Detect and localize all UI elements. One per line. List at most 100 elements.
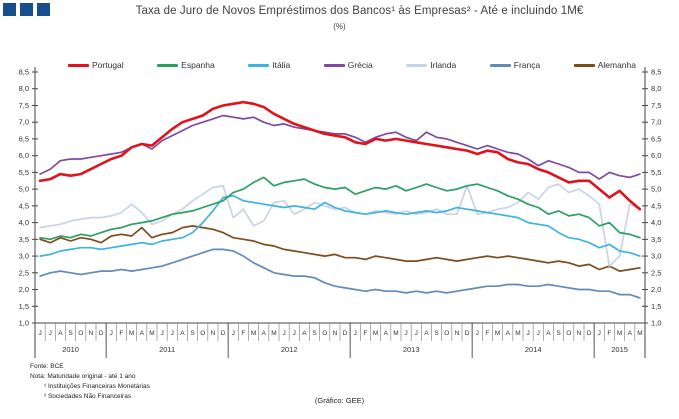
y-tick-label-right: 2,5 [651,268,661,277]
month-tick-label: A [58,330,63,337]
month-tick-label: M [149,330,154,337]
y-tick-label-left: 1,5 [19,302,29,311]
month-tick-label: N [333,330,338,337]
series-line-italia [39,194,641,257]
footnote-note: Nota: Maturidade original - até 1 ano [30,373,136,381]
y-tick-label-left: 7,5 [19,101,29,110]
month-tick-label: O [78,330,83,337]
legend-item-irlanda: Irlanda [406,60,456,70]
legend-label: Itália [272,60,291,70]
month-tick-label: A [180,330,185,337]
legend-item-alemanha: Alemanha [573,60,636,70]
y-tick-label-left: 5,5 [19,168,29,177]
month-tick-label: J [404,330,407,337]
legend-swatch-icon [157,63,179,67]
month-tick-label: F [485,330,489,337]
series-line-alemanha [39,225,641,272]
month-tick-label: J [232,330,235,337]
y-tick-label-left: 3,0 [19,252,29,261]
y-tick-label-right: 1,5 [651,302,661,311]
year-label: 2013 [403,345,420,354]
month-tick-label: J [160,330,163,337]
y-tick-label-right: 8,5 [651,68,661,77]
y-tick-label-right: 6,0 [651,151,661,160]
page-title: Taxa de Juro de Novos Empréstimos dos Ba… [135,5,584,17]
legend-item-franca: França [489,60,541,70]
month-tick-label: A [384,330,389,337]
y-tick-label-left: 6,5 [19,134,29,143]
month-tick-label: D [221,330,226,337]
month-tick-label: M [129,330,134,337]
year-label: 2015 [611,345,628,354]
footnotes: Fonte: BCE Nota: Maturidade original - a… [30,362,150,402]
legend-label: Grécia [347,60,373,70]
legend-swatch-icon [323,63,345,67]
series-line-espanha [39,176,641,241]
y-tick-label-left: 5,0 [19,185,29,194]
logo-square [37,3,50,16]
legend-label: França [513,60,541,70]
month-tick-label: M [393,330,398,337]
y-tick-label-right: 8,0 [651,84,661,93]
y-tick-label-right: 2,0 [651,285,661,294]
y-tick-label-right: 7,0 [651,118,661,127]
month-tick-label: M [251,330,256,337]
month-tick-label: J [38,330,41,337]
y-tick-label-left: 1,0 [19,319,29,328]
month-tick-label: M [373,330,378,337]
y-tick-label-right: 5,5 [651,168,661,177]
month-tick-label: J [171,330,174,337]
year-label: 2012 [281,345,298,354]
month-tick-label: D [343,330,348,337]
chart-subtitle: (%) [333,22,346,31]
legend-swatch-icon [248,63,270,67]
y-tick-label-left: 2,5 [19,268,29,277]
logo [3,3,50,16]
y-tick-label-right: 7,5 [651,101,661,110]
month-tick-label: S [312,330,317,337]
y-tick-label-right: 5,0 [651,185,661,194]
month-tick-label: N [455,330,460,337]
year-label: 2010 [62,345,79,354]
month-tick-label: N [211,330,216,337]
legend-label: Espanha [181,60,215,70]
logo-square [20,3,33,16]
y-tick-label-right: 4,0 [651,218,661,227]
legend-swatch-icon [406,63,428,67]
month-tick-label: F [119,330,123,337]
month-tick-label: A [140,330,145,337]
month-tick-label: O [200,330,205,337]
month-tick-label: M [617,330,622,337]
month-tick-label: A [628,330,633,337]
month-tick-label: J [354,330,357,337]
month-tick-label: N [89,330,94,337]
month-tick-label: J [49,330,52,337]
chart-legend: Portugal Espanha Itália Grécia Irlanda França… [68,60,636,70]
y-tick-label-left: 8,0 [19,84,29,93]
footnote-2: ² Sociedades Não Financeiras [44,393,132,401]
month-tick-label: M [637,330,642,337]
footnote-1: ¹ Instituições Financeiras Monetárias [44,383,150,391]
month-tick-label: D [465,330,470,337]
y-tick-label-right: 1,0 [651,319,661,328]
logo-square [3,3,16,16]
month-tick-label: J [537,330,540,337]
month-tick-label: D [587,330,592,337]
month-tick-label: S [190,330,195,337]
legend-label: Portugal [92,60,124,70]
series-line-franca [39,248,641,299]
month-tick-label: F [363,330,367,337]
y-tick-label-left: 2,0 [19,285,29,294]
month-tick-label: M [515,330,520,337]
month-tick-label: S [68,330,73,337]
month-tick-label: M [495,330,500,337]
legend-item-grecia: Grécia [323,60,373,70]
series-line-portugal [38,100,642,211]
month-tick-label: J [293,330,296,337]
month-tick-label: A [506,330,511,337]
legend-item-italia: Itália [248,60,290,70]
chart-credit: (Gráfico: GEE) [314,396,365,405]
legend-item-portugal: Portugal [68,60,124,70]
month-tick-label: S [556,330,561,337]
